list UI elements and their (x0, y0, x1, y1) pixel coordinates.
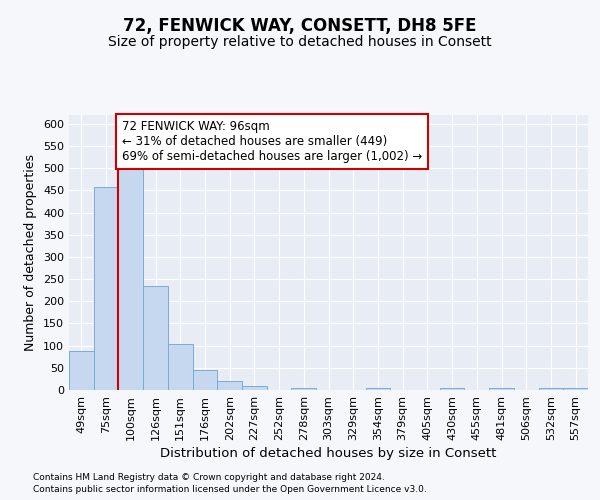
Bar (217, 381, 242, 390)
Bar (539, 388, 563, 390)
Text: 72 FENWICK WAY: 96sqm
← 31% of detached houses are smaller (449)
69% of semi-det: 72 FENWICK WAY: 96sqm ← 31% of detached … (122, 120, 422, 164)
Bar (94, 188, 118, 390)
Bar (489, 388, 514, 390)
Bar (118, 168, 143, 390)
Text: Contains HM Land Registry data © Crown copyright and database right 2024.: Contains HM Land Registry data © Crown c… (33, 472, 385, 482)
Text: Size of property relative to detached houses in Consett: Size of property relative to detached ho… (108, 35, 492, 49)
Y-axis label: Number of detached properties: Number of detached properties (25, 154, 37, 351)
Bar (292, 388, 316, 390)
Bar (563, 388, 588, 390)
Bar (242, 386, 267, 390)
Bar (193, 370, 217, 390)
Bar (69, 351, 94, 390)
Bar (440, 388, 464, 390)
Bar (365, 388, 390, 390)
Bar (143, 286, 168, 390)
Bar (168, 344, 193, 390)
Text: 72, FENWICK WAY, CONSETT, DH8 5FE: 72, FENWICK WAY, CONSETT, DH8 5FE (123, 18, 477, 36)
Text: Contains public sector information licensed under the Open Government Licence v3: Contains public sector information licen… (33, 485, 427, 494)
X-axis label: Distribution of detached houses by size in Consett: Distribution of detached houses by size … (160, 447, 497, 460)
